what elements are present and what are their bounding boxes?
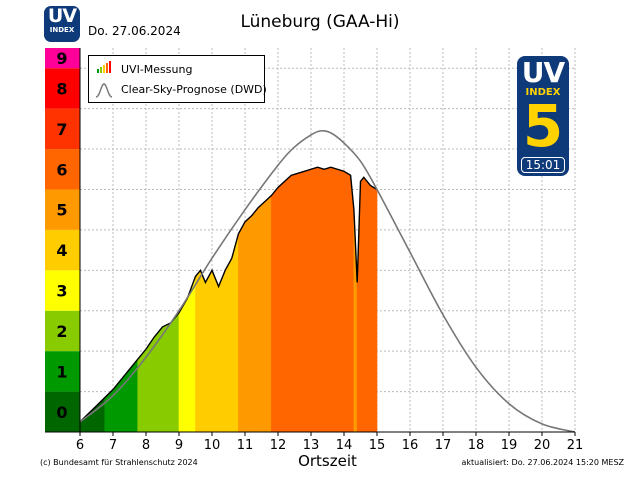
- y-tick-label: 0: [56, 403, 67, 422]
- measurement-strip: [238, 221, 246, 433]
- bell-curve-icon: [95, 83, 113, 98]
- x-tick-label: 13: [303, 438, 320, 453]
- y-tick-label: 3: [56, 282, 67, 301]
- y-tick-label: 7: [56, 120, 67, 139]
- legend-icons: [95, 61, 113, 98]
- measurement-strip: [162, 322, 172, 433]
- date-label: Do. 27.06.2024: [88, 24, 181, 38]
- uv-scale-band: [45, 189, 80, 230]
- x-axis-label: Ortszeit: [298, 452, 357, 470]
- measurement-strip: [304, 168, 312, 433]
- uv-scale-band: [45, 270, 80, 311]
- x-tick-label: 15: [369, 438, 386, 453]
- measurement-strip: [231, 233, 239, 433]
- uv-scale-band: [45, 229, 80, 271]
- measurement-strip: [264, 194, 272, 433]
- measurement-strip: [343, 170, 351, 433]
- measurement-strip: [257, 200, 266, 433]
- badge-text: UV: [521, 56, 565, 89]
- uv-scale-band: [45, 351, 80, 392]
- x-tick-label: 17: [435, 438, 452, 453]
- uv-scale-band: [45, 391, 80, 432]
- y-tick-label: 5: [56, 201, 67, 220]
- measurement-line: [79, 166, 378, 423]
- measurement-strip: [284, 174, 292, 433]
- y-tick-label: 2: [56, 322, 67, 341]
- legend: UVI-Messung Clear-Sky-Prognose (DWD): [88, 55, 267, 103]
- legend-item-forecast: Clear-Sky-Prognose (DWD): [121, 83, 267, 96]
- measurement-strip: [170, 311, 180, 433]
- uv-index-logo: UV INDEX: [44, 6, 80, 42]
- measurement-strip: [205, 270, 213, 433]
- uv-scale-band: [45, 48, 80, 69]
- logo-subtext: INDEX: [49, 26, 75, 34]
- bar-chart-icon: [97, 61, 111, 73]
- measurement-strip: [310, 166, 318, 433]
- x-tick-label: 12: [270, 438, 287, 453]
- copyright-text: (c) Bundesamt für Strahlenschutz 2024: [40, 458, 198, 467]
- x-tick-label: 14: [336, 438, 353, 453]
- logo-text: UV: [47, 5, 77, 27]
- measurement-strip: [211, 270, 219, 433]
- measurement-strip: [277, 180, 285, 433]
- measurement-strip: [153, 326, 163, 433]
- badge-time: 15:01: [521, 157, 565, 173]
- uv-scale-band: [45, 68, 80, 109]
- measurement-strip: [370, 184, 378, 433]
- x-tick-label: 7: [109, 438, 117, 453]
- y-tick-label: 6: [56, 160, 67, 179]
- measurement-strip: [323, 166, 332, 433]
- badge-value: 5: [522, 92, 564, 160]
- x-tick-label: 21: [567, 438, 584, 453]
- measurement-strip: [337, 168, 345, 433]
- measurement-strip: [224, 258, 233, 433]
- x-tick-label: 6: [76, 438, 84, 453]
- forecast-curve: [79, 129, 576, 433]
- y-tick-label: 8: [56, 79, 67, 98]
- measurement-strip: [178, 297, 188, 433]
- updated-text: aktualisiert: Do. 27.06.2024 15:20 MESZ: [461, 458, 624, 467]
- measurement-strip: [186, 276, 196, 433]
- y-tick-label: 1: [56, 362, 67, 381]
- measurement-strip: [290, 172, 299, 433]
- measurement-strip: [271, 186, 279, 433]
- x-tick-label: 20: [534, 438, 551, 453]
- x-tick-label: 10: [204, 438, 221, 453]
- x-tick-label: 18: [468, 438, 485, 453]
- measurement-strip: [363, 176, 371, 433]
- measurement-strip: [360, 176, 365, 433]
- x-tick-label: 19: [501, 438, 518, 453]
- measurement-strip: [200, 270, 206, 433]
- x-tick-label: 8: [142, 438, 150, 453]
- measurement-strip: [244, 215, 252, 433]
- x-tick-label: 11: [237, 438, 254, 453]
- x-tick-label: 9: [175, 438, 183, 453]
- uv-scale-band: [45, 108, 80, 150]
- measurement-strip: [297, 170, 305, 433]
- current-uv-badge: UV INDEX 5 15:01: [517, 56, 569, 176]
- chart-title: Lüneburg (GAA-Hi): [240, 12, 400, 32]
- uv-scale-band: [45, 310, 80, 352]
- measurement-strip: [330, 166, 338, 433]
- measurement-strip: [195, 269, 201, 433]
- legend-item-measurement: UVI-Messung: [121, 63, 193, 76]
- y-tick-label: 9: [56, 49, 67, 68]
- measurement-strip: [96, 396, 106, 433]
- uv-scale-band: [45, 149, 80, 190]
- measurement-strip: [218, 270, 226, 433]
- x-tick-label: 16: [402, 438, 419, 453]
- badge-subtext: INDEX: [525, 87, 561, 98]
- measurement-strip: [317, 166, 325, 433]
- y-tick-label: 4: [56, 241, 67, 260]
- measurement-strip: [251, 206, 259, 433]
